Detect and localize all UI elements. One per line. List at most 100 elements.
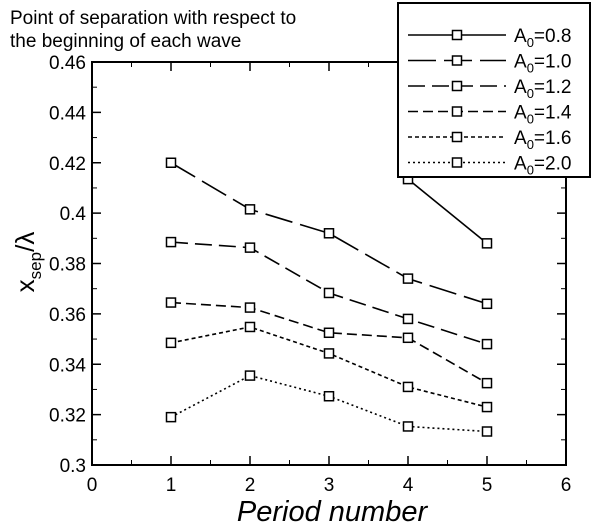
y-axis-label-sub: sep <box>26 252 45 279</box>
data-point <box>244 321 256 333</box>
series-3 <box>165 297 493 389</box>
legend-label: A0=1.0 <box>514 52 571 76</box>
y-tick-label: 0.46 <box>49 53 86 74</box>
series-1 <box>165 157 493 310</box>
x-tick-label: 3 <box>324 475 335 496</box>
y-axis-label-base: x <box>10 279 40 292</box>
data-point <box>481 238 493 249</box>
x-tick-label: 0 <box>87 475 98 496</box>
legend-marker <box>451 80 463 92</box>
data-point <box>244 204 256 215</box>
y-tick-label: 0.36 <box>49 305 86 326</box>
data-point <box>323 228 335 239</box>
x-tick-label: 6 <box>561 475 572 496</box>
legend-label-sub: 0 <box>527 163 534 178</box>
legend: A0=0.8A0=1.0A0=1.2A0=1.4A0=1.6A0=2.0 <box>397 2 591 178</box>
legend-label-sub: 0 <box>527 61 534 76</box>
data-point <box>244 242 256 253</box>
legend-label-sub: 0 <box>527 137 534 152</box>
data-point <box>244 370 256 381</box>
legend-marker <box>451 157 463 168</box>
series-line <box>407 178 488 244</box>
legend-marker <box>451 55 463 66</box>
y-tick-label: 0.4 <box>60 204 87 225</box>
legend-marker <box>451 29 463 41</box>
legend-label-sub: 0 <box>527 86 534 101</box>
legend-label: A0=1.4 <box>514 103 572 127</box>
legend-label-value: =1.6 <box>534 128 572 149</box>
y-tick-label: 0.34 <box>49 355 86 376</box>
data-point <box>402 273 414 284</box>
data-point <box>323 348 335 359</box>
legend-item: A0=1.4 <box>408 103 572 127</box>
data-point <box>165 411 177 423</box>
y-tick-label: 0.32 <box>49 406 86 427</box>
y-axis-label: xsep/λ <box>10 232 45 293</box>
legend-label-sub: 0 <box>527 35 534 50</box>
legend-item: A0=1.0 <box>408 52 571 76</box>
series-line <box>170 374 488 433</box>
legend-label-value: =2.0 <box>534 154 572 175</box>
legend-label-value: =0.8 <box>534 26 572 47</box>
legend-label: A0=1.6 <box>514 128 571 152</box>
legend-label: A0=1.2 <box>514 77 571 101</box>
y-tick-label: 0.3 <box>60 456 86 477</box>
data-point <box>402 313 414 325</box>
legend-label-value: =1.2 <box>534 77 572 98</box>
series-line <box>170 162 488 305</box>
legend-label: A0=2.0 <box>514 154 571 178</box>
x-tick-label: 2 <box>245 475 256 496</box>
data-point <box>402 421 414 432</box>
data-point <box>165 157 177 168</box>
y-axis-label-suffix: /λ <box>10 232 40 252</box>
legend-label-value: =1.4 <box>534 103 572 124</box>
legend-label-base: A <box>514 103 527 124</box>
legend-item: A0=2.0 <box>408 154 571 178</box>
data-point <box>323 327 335 339</box>
data-point <box>481 426 493 437</box>
legend-label: A0=0.8 <box>514 26 571 50</box>
data-point <box>481 401 493 413</box>
legend-label-base: A <box>514 26 527 47</box>
legend-box <box>397 2 591 178</box>
data-point <box>165 337 177 349</box>
y-tick-label: 0.42 <box>49 154 86 175</box>
series-4 <box>165 321 493 413</box>
data-point <box>402 332 414 344</box>
data-point <box>323 287 335 299</box>
x-tick-label: 4 <box>403 475 414 496</box>
data-point <box>481 377 493 389</box>
data-point <box>165 297 177 308</box>
series-layer <box>165 157 493 437</box>
data-point <box>481 298 493 310</box>
legend-item: A0=1.6 <box>408 128 571 152</box>
x-axis-label: Period number <box>237 496 429 528</box>
y-axis-ticks: 0.3 0.32 0.34 0.36 0.38 0.4 0.42 0.44 0.46 <box>49 53 566 477</box>
legend-label-sub: 0 <box>527 112 534 127</box>
chart-title-line-1: Point of separation with respect to <box>10 8 296 29</box>
series-0 <box>402 173 493 249</box>
data-point <box>323 390 335 402</box>
legend-label-base: A <box>514 52 527 73</box>
legend-marker <box>451 131 463 143</box>
x-axis-ticks: 0 1 2 3 4 5 6 <box>87 62 572 496</box>
series-2 <box>165 236 493 350</box>
chart-title-line-2: the beginning of each wave <box>10 31 241 52</box>
series-5 <box>165 370 493 437</box>
y-tick-label: 0.44 <box>49 103 86 124</box>
legend-label-base: A <box>514 154 527 175</box>
y-tick-label: 0.38 <box>49 255 86 276</box>
x-tick-label: 5 <box>482 475 493 496</box>
legend-label-value: =1.0 <box>534 52 572 73</box>
legend-item: A0=1.2 <box>408 77 571 101</box>
legend-item: A0=0.8 <box>408 26 571 50</box>
legend-label-base: A <box>514 77 527 98</box>
x-tick-label: 1 <box>166 475 177 496</box>
data-point <box>165 236 177 248</box>
data-point <box>402 381 414 393</box>
series-line <box>170 301 488 384</box>
data-point <box>244 302 256 313</box>
data-point <box>481 338 493 350</box>
legend-marker <box>451 106 463 117</box>
